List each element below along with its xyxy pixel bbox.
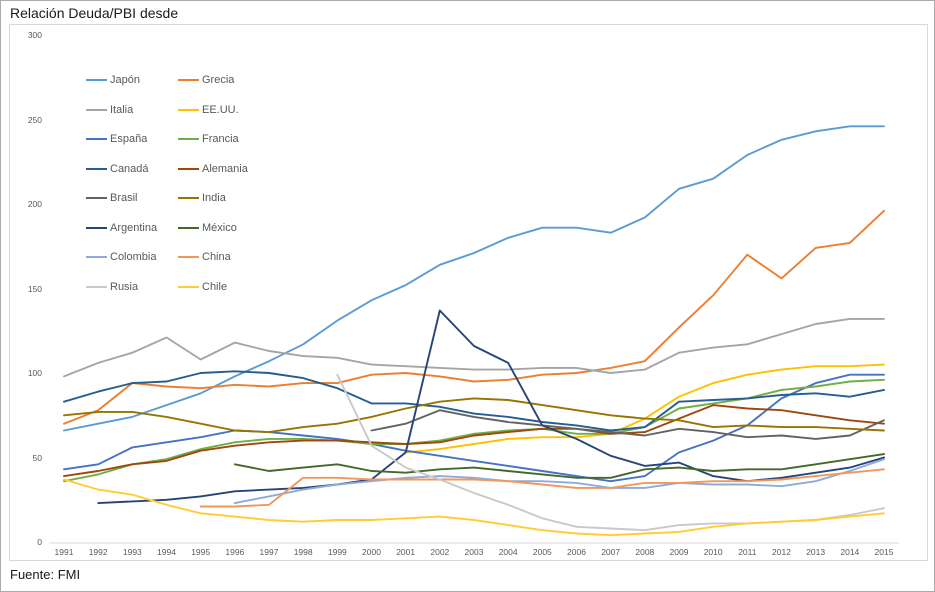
- x-tick-label: 1999: [327, 547, 347, 557]
- y-tick-label: 200: [27, 199, 42, 209]
- series-line-brasil: [370, 409, 885, 440]
- series-line-alemania: [63, 404, 885, 478]
- x-tick-label: 2002: [430, 547, 450, 557]
- y-tick-label: 250: [27, 114, 42, 125]
- chart-title: Relación Deuda/PBI desde: [10, 5, 179, 21]
- x-tick-label: 2007: [601, 547, 621, 557]
- series-line-italia: [63, 317, 885, 378]
- x-tick-label: 1992: [88, 547, 108, 557]
- series-line-espaa: [63, 373, 885, 483]
- series-line-grecia: [63, 209, 885, 425]
- y-tick-label: 0: [37, 537, 42, 547]
- series-line-canad: [63, 370, 885, 432]
- x-tick-label: 1996: [225, 547, 245, 557]
- series-line-mxico: [233, 453, 885, 479]
- x-tick-label: 2004: [498, 547, 518, 557]
- x-tick-label: 2001: [396, 547, 416, 557]
- x-tick-label: 1998: [293, 547, 313, 557]
- x-tick-label: 1997: [259, 547, 279, 557]
- series-line-china: [199, 468, 885, 508]
- x-tick-label: 2009: [669, 547, 689, 557]
- series-line-francia: [63, 378, 885, 483]
- x-tick-label: 1991: [54, 547, 74, 557]
- x-tick-label: 2005: [532, 547, 552, 557]
- y-tick-label: 300: [27, 30, 42, 40]
- series-line-india: [63, 397, 885, 434]
- x-tick-label: 1993: [122, 547, 142, 557]
- series-line-japn: [63, 125, 885, 432]
- series-lines: [63, 125, 885, 537]
- x-tick-label: 1994: [157, 547, 176, 557]
- series-line-chile: [63, 478, 885, 537]
- x-tick-label: 2012: [772, 547, 791, 557]
- source-note: Fuente: FMI: [10, 567, 81, 582]
- chart-frame: 0 50 100 150 200 250 300 1991 1992 1993 1994 1995 1…: [9, 24, 928, 561]
- plot-area: [49, 125, 899, 544]
- y-tick-label: 150: [27, 283, 42, 294]
- x-tick-label: 2006: [567, 547, 586, 557]
- x-tick-label: 2010: [703, 547, 723, 557]
- x-tick-label: 2011: [738, 547, 757, 557]
- x-tick-label: 2008: [635, 547, 655, 557]
- x-tick-label: 2013: [806, 547, 826, 557]
- series-line-colombia: [233, 458, 885, 505]
- x-tick-label: 1995: [191, 547, 211, 557]
- x-tick-label: 2014: [840, 547, 860, 557]
- y-tick-label: 50: [32, 452, 42, 463]
- y-tick-label: 100: [27, 368, 42, 378]
- x-tick-label: 2003: [464, 547, 484, 557]
- x-tick-label: 2015: [874, 547, 894, 557]
- x-tick-label: 2000: [362, 547, 381, 557]
